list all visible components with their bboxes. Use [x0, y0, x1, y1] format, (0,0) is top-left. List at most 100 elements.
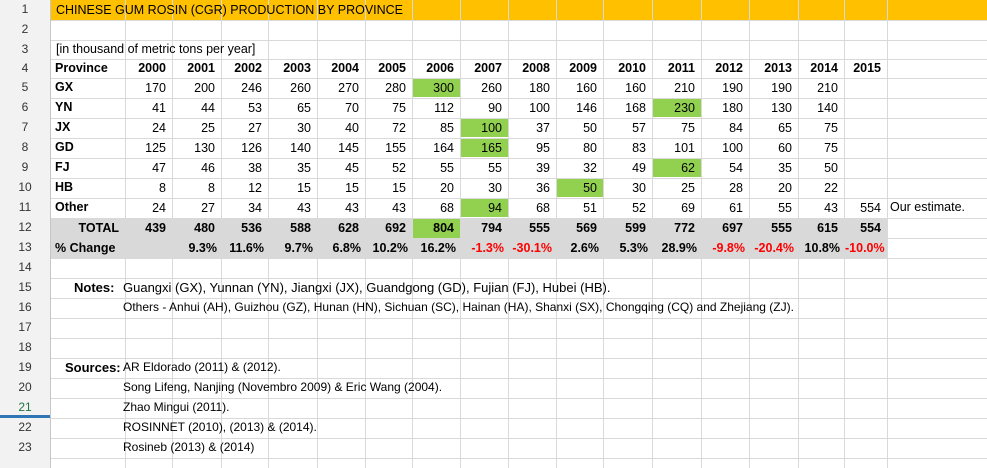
data-cell[interactable]: 40: [345, 121, 359, 135]
source-line[interactable]: AR Eldorado (2011) & (2012).: [123, 360, 281, 374]
data-cell[interactable]: 30: [297, 121, 311, 135]
row-number[interactable]: 12: [18, 220, 32, 234]
header-year[interactable]: 2009: [569, 61, 597, 75]
total-cell[interactable]: 554: [860, 221, 881, 235]
data-cell[interactable]: 140: [290, 141, 311, 155]
data-cell[interactable]: 44: [201, 101, 215, 115]
row-number[interactable]: 11: [18, 200, 32, 214]
header-year[interactable]: 2002: [234, 61, 262, 75]
data-cell[interactable]: 62: [653, 159, 701, 177]
total-cell[interactable]: 697: [722, 221, 743, 235]
header-year[interactable]: 2000: [138, 61, 166, 75]
data-cell[interactable]: 32: [583, 161, 597, 175]
data-cell[interactable]: 30: [632, 181, 646, 195]
row-number[interactable]: 7: [21, 120, 29, 134]
data-cell[interactable]: 125: [145, 141, 166, 155]
data-cell[interactable]: 35: [778, 161, 792, 175]
total-cell[interactable]: 804: [413, 219, 460, 238]
data-cell[interactable]: 260: [481, 81, 502, 95]
header-year[interactable]: 2003: [283, 61, 311, 75]
data-cell[interactable]: 112: [434, 101, 454, 115]
pct-cell[interactable]: 6.8%: [332, 241, 362, 255]
data-cell[interactable]: 83: [632, 141, 646, 155]
data-cell[interactable]: 34: [248, 201, 262, 215]
header-year[interactable]: 2005: [378, 61, 406, 75]
province-label[interactable]: YN: [55, 100, 73, 114]
total-cell[interactable]: 555: [529, 221, 550, 235]
data-cell[interactable]: 46: [201, 161, 215, 175]
data-cell[interactable]: 280: [385, 81, 406, 95]
source-line[interactable]: Song Lifeng, Nanjing (Novembro 2009) & E…: [123, 380, 443, 394]
row-number[interactable]: 1: [21, 2, 29, 16]
data-cell[interactable]: 60: [778, 141, 792, 155]
total-cell[interactable]: 536: [241, 221, 262, 235]
data-cell[interactable]: 146: [576, 101, 597, 115]
pct-cell[interactable]: -30.1%: [512, 241, 552, 255]
row-number[interactable]: 5: [21, 80, 29, 94]
data-cell[interactable]: 100: [722, 141, 743, 155]
data-cell[interactable]: 170: [145, 81, 166, 95]
data-cell[interactable]: [845, 79, 887, 97]
data-cell[interactable]: 51: [583, 201, 597, 215]
pct-change-label[interactable]: % Change: [55, 241, 116, 255]
pct-cell[interactable]: 2.6%: [570, 241, 600, 255]
data-cell[interactable]: 554: [860, 201, 881, 215]
pct-cell[interactable]: [126, 239, 172, 258]
header-year[interactable]: 2015: [853, 61, 881, 75]
data-cell[interactable]: 65: [778, 121, 792, 135]
data-cell[interactable]: 75: [681, 121, 695, 135]
total-cell[interactable]: 439: [145, 221, 166, 235]
data-cell[interactable]: 68: [440, 201, 454, 215]
data-cell[interactable]: 130: [194, 141, 215, 155]
data-cell[interactable]: 50: [824, 161, 838, 175]
estimate-note[interactable]: Our estimate.: [890, 200, 966, 214]
data-cell[interactable]: 25: [201, 121, 215, 135]
data-cell[interactable]: 75: [824, 121, 838, 135]
province-label[interactable]: GX: [55, 80, 74, 94]
data-cell[interactable]: 200: [194, 81, 215, 95]
header-province[interactable]: Province: [55, 61, 108, 75]
data-cell[interactable]: 28: [729, 181, 743, 195]
data-cell[interactable]: 190: [722, 81, 743, 95]
data-cell[interactable]: 130: [771, 101, 792, 115]
units-label[interactable]: [in thousand of metric tons per year]: [56, 42, 256, 56]
data-cell[interactable]: 20: [440, 181, 454, 195]
data-cell[interactable]: 270: [338, 81, 359, 95]
row-number[interactable]: 6: [21, 100, 29, 114]
data-cell[interactable]: 27: [248, 121, 262, 135]
data-cell[interactable]: 35: [297, 161, 311, 175]
total-cell[interactable]: 569: [576, 221, 597, 235]
province-label[interactable]: Other: [55, 200, 89, 214]
data-cell[interactable]: 24: [152, 201, 166, 215]
total-cell[interactable]: 615: [817, 221, 838, 235]
data-cell[interactable]: 50: [583, 121, 597, 135]
data-cell[interactable]: [845, 119, 887, 137]
row-number[interactable]: 23: [18, 440, 32, 454]
pct-cell[interactable]: 16.2%: [420, 241, 456, 255]
data-cell[interactable]: 43: [392, 201, 406, 215]
total-cell[interactable]: 692: [385, 221, 406, 235]
data-cell[interactable]: 41: [152, 101, 166, 115]
data-cell[interactable]: 180: [529, 81, 550, 95]
data-cell[interactable]: 43: [345, 201, 359, 215]
data-cell[interactable]: 145: [338, 141, 359, 155]
row-number[interactable]: 17: [18, 320, 32, 334]
data-cell[interactable]: [845, 139, 887, 157]
header-year[interactable]: 2013: [764, 61, 792, 75]
data-cell[interactable]: 210: [817, 81, 838, 95]
row-number[interactable]: 19: [18, 360, 32, 374]
province-label[interactable]: HB: [55, 180, 74, 194]
total-cell[interactable]: 772: [674, 221, 695, 235]
data-cell[interactable]: 43: [824, 201, 838, 215]
data-cell[interactable]: 8: [159, 181, 166, 195]
pct-cell[interactable]: -20.4%: [754, 241, 794, 255]
data-cell[interactable]: 65: [297, 101, 311, 115]
total-cell[interactable]: 599: [625, 221, 646, 235]
notes-line-1[interactable]: Guangxi (GX), Yunnan (YN), Jiangxi (JX),…: [123, 280, 611, 295]
header-year[interactable]: 2011: [667, 61, 695, 75]
row-number[interactable]: 20: [18, 380, 32, 394]
row-number[interactable]: 14: [18, 260, 32, 274]
data-cell[interactable]: 30: [488, 181, 502, 195]
source-line[interactable]: Zhao Mingui (2011).: [123, 400, 230, 414]
